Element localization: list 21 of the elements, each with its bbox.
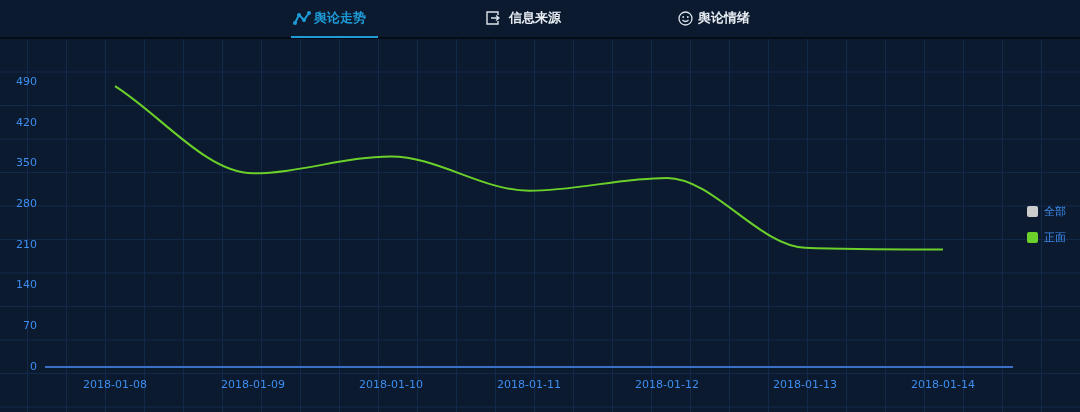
x-tick-label: 2018-01-11: [497, 378, 561, 392]
y-tick-label: 280: [16, 197, 37, 210]
y-tick-label: 420: [16, 115, 37, 129]
y-tick-label: 70: [23, 319, 37, 333]
x-tick-label: 2018-01-09: [221, 378, 285, 392]
x-tick-label: 2018-01-14: [911, 378, 975, 392]
y-tick-label: 210: [16, 237, 37, 251]
text: 信息来源: [509, 9, 561, 27]
x-tick-label: 2018-01-13: [773, 378, 837, 392]
x-tick-label: 2018-01-10: [359, 378, 423, 392]
legend-label: 全部: [1044, 203, 1066, 219]
y-tick-label: 350: [16, 156, 37, 170]
text: 舆论走势: [314, 9, 366, 27]
x-tick-label: 2018-01-12: [635, 378, 699, 392]
x-tick-label: 2018-01-08: [83, 378, 147, 392]
line-series: [114, 85, 944, 251]
y-tick-label: 0: [30, 359, 37, 373]
y-tick-label: 140: [16, 278, 37, 292]
y-tick-label: 490: [16, 74, 37, 88]
legend-label: 正面: [1044, 229, 1066, 245]
text: 舆论情绪: [698, 9, 750, 27]
